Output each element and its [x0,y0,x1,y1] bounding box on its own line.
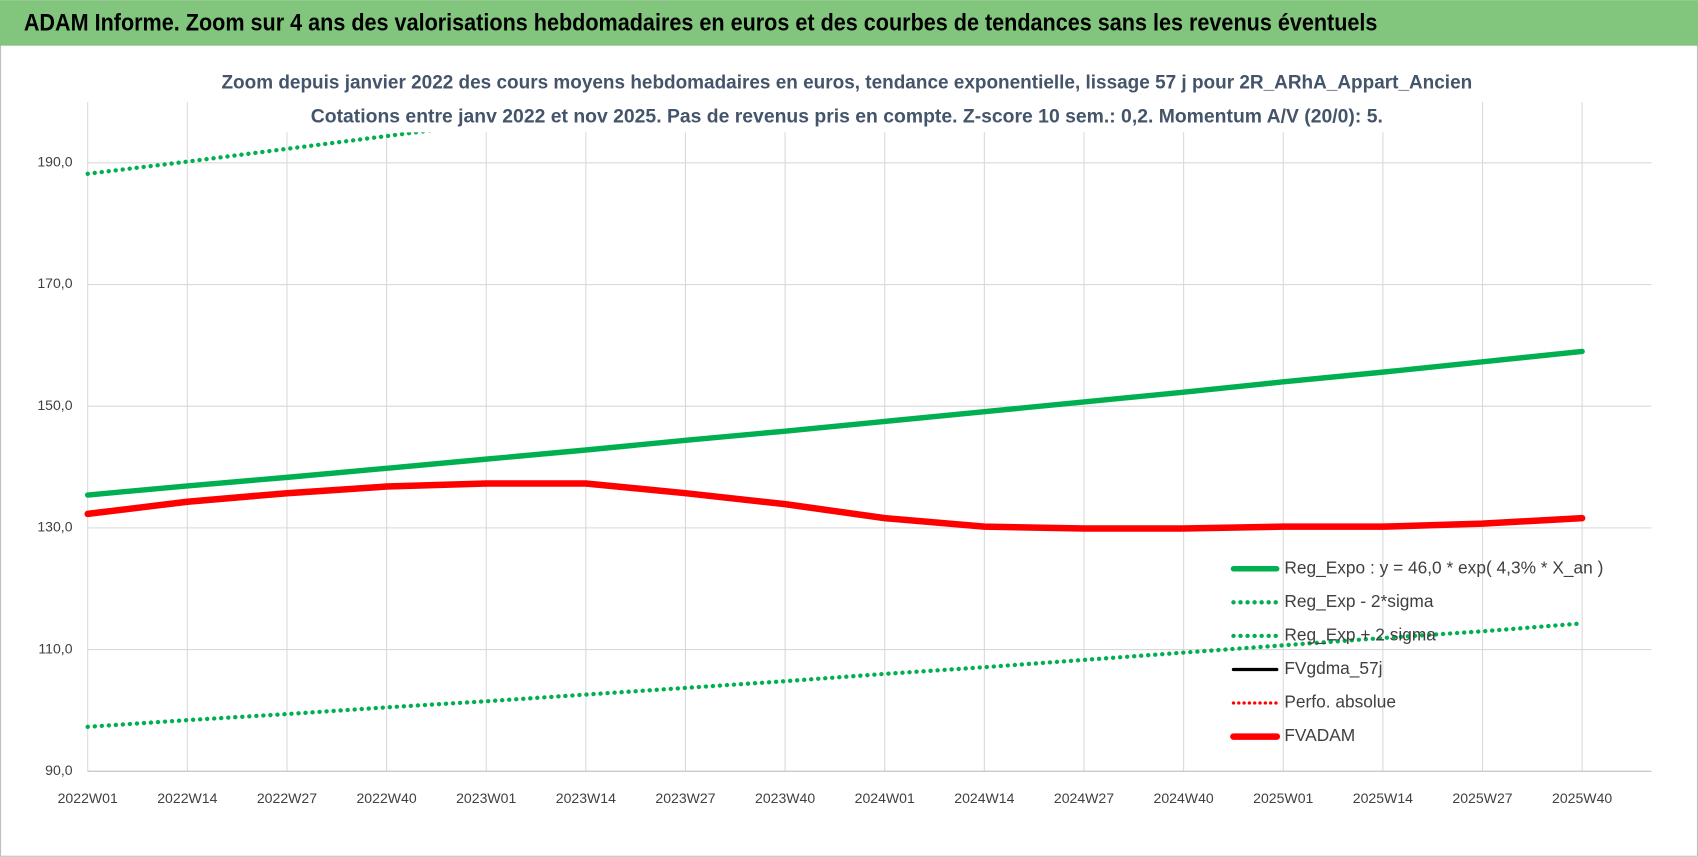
page-title: ADAM Informe. Zoom sur 4 ans des valoris… [24,9,1378,36]
x-tick-label: 2023W40 [755,790,815,806]
title-background [216,65,1479,133]
x-tick-label: 2023W27 [655,790,715,806]
x-tick-label: 2025W14 [1353,790,1413,806]
legend-label: FVADAM [1284,725,1355,745]
x-tick-label: 2022W40 [356,790,416,806]
x-tick-label: 2025W27 [1452,790,1512,806]
x-tick-label: 2022W01 [58,790,118,806]
legend-label: Reg_Expo : y = 46,0 * exp( 4,3% * X_an ) [1284,557,1603,577]
header-band [0,0,1698,46]
series-line [85,348,1585,498]
x-tick-label: 2024W27 [1054,790,1114,806]
chart-title: Zoom depuis janvier 2022 des cours moyen… [221,72,1472,94]
x-tick-label: 2022W14 [157,790,217,806]
legend-label: Reg_Exp + 2 sigma [1284,624,1436,644]
y-tick-label: 110,0 [38,640,72,656]
y-tick-label: 90,0 [45,762,73,778]
x-tick-label: 2025W01 [1253,790,1313,806]
y-tick-label: 190,0 [37,154,72,170]
series-line [84,480,1586,532]
x-tick-label: 2024W40 [1154,790,1214,806]
chart-subtitle: Cotations entre janv 2022 et nov 2025. P… [311,105,1383,127]
x-tick-label: 2024W01 [855,790,915,806]
legend-label: FVgdma_57j [1284,658,1382,678]
x-tick-label: 2024W14 [954,790,1014,806]
x-tick-label: 2023W14 [556,790,616,806]
y-tick-label: 130,0 [37,519,72,535]
legend-label: Perfo. absolue [1284,692,1396,712]
legend-label: Reg_Exp - 2*sigma [1284,591,1434,611]
x-tick-label: 2022W27 [257,790,317,806]
y-tick-label: 170,0 [37,275,72,291]
x-tick-label: 2023W01 [456,790,516,806]
x-tick-label: 2025W40 [1552,790,1612,806]
y-tick-label: 150,0 [37,397,72,413]
